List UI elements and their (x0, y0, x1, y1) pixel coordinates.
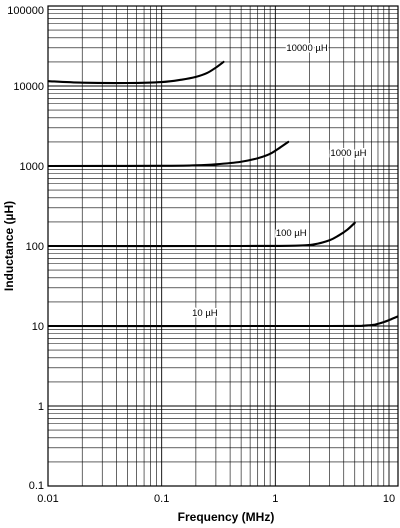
series-curves (48, 60, 398, 328)
y-tick-label: 1 (38, 401, 44, 413)
series-labels: 10000 µH 1000 µH 100 µH 10 µH (191, 42, 369, 321)
series-label: 100 µH (276, 228, 307, 239)
x-tick-label: 0.01 (37, 493, 58, 505)
y-axis-title: Inductance (µH) (2, 201, 16, 291)
y-tick-label: 100000 (7, 5, 44, 17)
series-curve (48, 140, 290, 168)
plot-frame (47, 5, 399, 487)
y-tick-label: 0.1 (29, 480, 44, 492)
y-tick-label: 100 (26, 241, 44, 253)
series-label: 10 µH (192, 308, 218, 319)
x-tick-label: 10 (383, 493, 395, 505)
series-label: 10000 µH (286, 43, 328, 54)
y-tick-label: 1000 (20, 161, 44, 173)
series-curve (48, 315, 398, 328)
y-tick-labels: 100000 10000 1000 100 10 1 0.1 (7, 5, 44, 492)
y-tick-label: 10 (32, 321, 44, 333)
y-tick-label: 10000 (13, 81, 44, 93)
x-tick-label: 1 (272, 493, 278, 505)
x-tick-label: 0.1 (154, 493, 169, 505)
series-curve (48, 221, 356, 248)
series-curve (48, 60, 225, 85)
series-label: 1000 µH (330, 148, 366, 159)
x-axis-title: Frequency (MHz) (178, 510, 275, 524)
x-tick-labels: 0.01 0.1 1 10 (37, 493, 395, 505)
